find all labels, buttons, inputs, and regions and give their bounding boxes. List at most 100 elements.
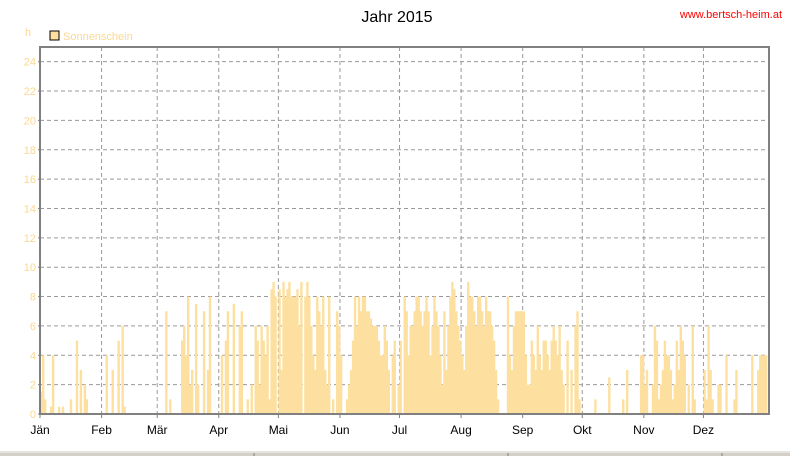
sunshine-bar — [423, 311, 426, 414]
sunshine-bar — [514, 311, 518, 414]
sunshine-bar — [439, 355, 442, 414]
sunshine-bar — [574, 325, 577, 414]
sunshine-bar — [272, 281, 275, 414]
sunshine-bar — [379, 355, 383, 414]
website-link[interactable]: www.bertsch-heim.at — [679, 9, 782, 21]
sunshine-bar — [759, 355, 762, 414]
sunshine-bar — [528, 384, 532, 414]
sunshine-bar — [208, 296, 212, 414]
sunshine-bar — [556, 355, 559, 414]
sunshine-bar — [490, 325, 494, 414]
sunshine-bar — [558, 325, 561, 414]
sunshine-bar — [282, 281, 285, 414]
sunshine-bar — [288, 281, 291, 414]
sunshine-bar — [409, 325, 412, 414]
sunshine-bar — [719, 384, 722, 414]
sunshine-bar — [326, 384, 329, 414]
sunshine-bar — [447, 325, 450, 414]
sunshine-bar — [653, 325, 657, 414]
sunshine-bar — [403, 296, 406, 414]
sunshine-bar — [419, 311, 422, 414]
sunshine-bar — [405, 311, 408, 414]
sunshine-bar — [407, 355, 410, 414]
sunshine-bar — [355, 325, 359, 414]
sunshine-bar — [488, 311, 492, 414]
sunshine-bar — [165, 311, 168, 414]
sunshine-bar — [467, 281, 470, 414]
x-axis: Jän Feb Mär Apr Mai Jun Jul Aug Sep Okt Nov Dez — [30, 414, 714, 437]
sunshine-bar — [361, 296, 365, 414]
sunshine-bar — [365, 311, 369, 414]
sunshine-bar — [306, 281, 309, 414]
sunshine-bar — [286, 289, 289, 414]
sunshine-bar — [308, 296, 311, 414]
sunshine-bar — [202, 311, 206, 414]
x-tick-label: Mai — [269, 423, 288, 437]
x-tick-label: Okt — [573, 423, 592, 437]
sunshine-bar — [300, 281, 303, 414]
sunshine-bar — [463, 369, 466, 414]
sunshine-bar — [240, 311, 244, 414]
sunshine-bar — [232, 303, 236, 414]
sunshine-bar — [508, 355, 512, 414]
sunshine-bar — [675, 340, 679, 414]
sunshine-bar — [453, 289, 456, 414]
sunshine-bar — [524, 355, 528, 414]
sunshine-bar — [691, 325, 694, 414]
sunshine-bar — [393, 340, 396, 414]
sunshine-bar — [345, 399, 349, 414]
sunshine-bar — [105, 355, 108, 414]
sunshine-bar — [520, 311, 524, 414]
sunshine-bar — [196, 384, 200, 414]
sunshine-bar — [188, 384, 192, 414]
sunshine-bar — [69, 399, 73, 414]
sunshine-bar — [473, 311, 476, 414]
sunshine-bar — [411, 325, 414, 414]
sunshine-bar — [363, 296, 367, 414]
sunshine-bar — [576, 311, 579, 414]
sunshine-bar — [679, 325, 682, 414]
sunshine-bar — [681, 340, 684, 414]
sunshine-bar — [250, 384, 253, 414]
sunshine-bar — [763, 355, 766, 414]
sunshine-bar — [665, 355, 669, 414]
sunshine-bar — [669, 369, 673, 414]
sunshine-bar — [494, 369, 498, 414]
x-tick-label: Jän — [30, 423, 49, 437]
sunshine-bar — [387, 369, 391, 414]
sunshine-bar — [367, 311, 371, 414]
sunshine-bar — [43, 399, 47, 414]
sunshine-bar — [530, 340, 534, 414]
y-tick-label: 14 — [24, 203, 36, 215]
sunshine-bar — [320, 325, 323, 414]
sunshine-bar — [641, 355, 645, 414]
sunshine-bar — [544, 340, 547, 414]
sunshine-bar — [625, 369, 629, 414]
sunshine-bar — [266, 325, 269, 414]
sunshine-bar — [181, 340, 184, 414]
sunshine-bar — [536, 325, 539, 414]
y-tick-label: 24 — [24, 57, 36, 69]
sunshine-bar — [194, 303, 198, 414]
sunshine-bar — [560, 369, 563, 414]
y-tick-label: 16 — [24, 174, 36, 186]
sunshine-bar — [347, 384, 351, 414]
sunshine-bar — [337, 325, 341, 414]
x-tick-label: Mär — [147, 423, 168, 437]
sunshine-bar — [683, 355, 686, 414]
sunshine-bar — [709, 369, 712, 414]
sunshine-bar — [538, 355, 541, 414]
sunshine-bar — [220, 355, 224, 414]
sunshine-bar — [550, 340, 553, 414]
y-tick-label: 4 — [30, 350, 36, 362]
sunshine-bar — [475, 325, 478, 414]
sunshine-bar — [655, 340, 659, 414]
sunshine-bar — [526, 384, 530, 414]
sunshine-bar — [554, 340, 557, 414]
sunshine-bar — [445, 369, 448, 414]
sunshine-bar — [570, 369, 573, 414]
sunshine-bar — [510, 369, 514, 414]
sunshine-bar — [417, 296, 420, 414]
sunshine-bar — [413, 311, 416, 414]
